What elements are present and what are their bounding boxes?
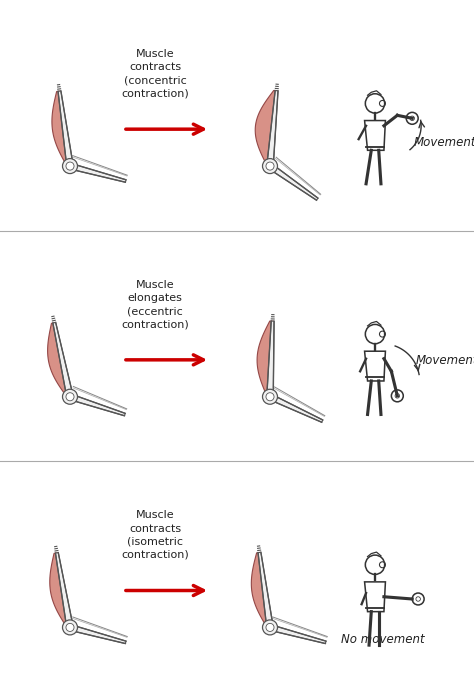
Polygon shape <box>53 322 73 397</box>
Polygon shape <box>55 553 73 628</box>
Polygon shape <box>267 321 274 397</box>
Text: Movement: Movement <box>416 354 474 367</box>
Polygon shape <box>269 394 323 422</box>
Circle shape <box>66 162 74 170</box>
Polygon shape <box>269 625 326 644</box>
Circle shape <box>63 620 77 635</box>
Text: Muscle
contracts
(isometric
contraction): Muscle contracts (isometric contraction) <box>121 510 189 560</box>
Text: Muscle
contracts
(concentric
contraction): Muscle contracts (concentric contraction… <box>121 49 189 99</box>
Circle shape <box>263 389 277 404</box>
Circle shape <box>66 623 74 631</box>
Circle shape <box>266 162 274 170</box>
Polygon shape <box>267 91 278 166</box>
Circle shape <box>266 393 274 401</box>
Polygon shape <box>52 91 71 167</box>
Polygon shape <box>268 164 318 200</box>
Polygon shape <box>69 163 126 182</box>
Circle shape <box>263 620 277 635</box>
Polygon shape <box>69 394 125 416</box>
Polygon shape <box>69 625 126 644</box>
Polygon shape <box>258 552 273 628</box>
Polygon shape <box>58 91 73 167</box>
Text: Movement: Movement <box>414 136 474 149</box>
Circle shape <box>266 623 274 631</box>
Circle shape <box>63 389 77 404</box>
Text: No movement: No movement <box>341 632 424 646</box>
Circle shape <box>263 158 277 174</box>
Circle shape <box>66 393 74 401</box>
Polygon shape <box>255 91 277 166</box>
Polygon shape <box>50 553 71 628</box>
Circle shape <box>63 158 77 174</box>
Text: Muscle
elongates
(eccentric
contraction): Muscle elongates (eccentric contraction) <box>121 280 189 329</box>
Polygon shape <box>251 552 271 628</box>
Polygon shape <box>47 322 71 397</box>
Polygon shape <box>257 321 273 397</box>
